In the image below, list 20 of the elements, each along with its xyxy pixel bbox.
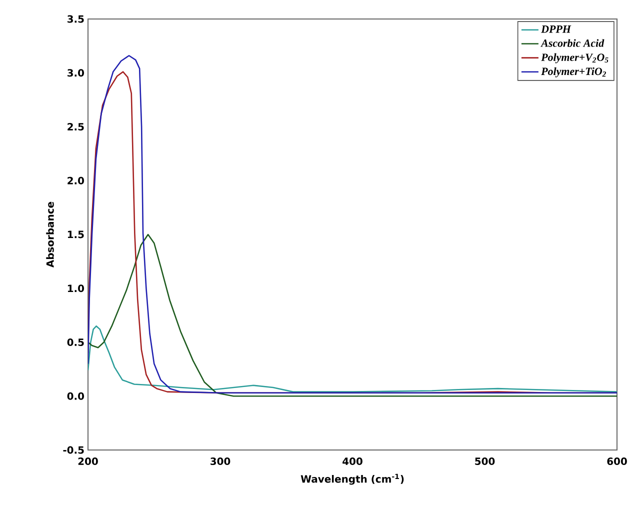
y-tick-label: 2.0	[68, 176, 84, 184]
y-tick-label: 1.5	[68, 230, 84, 238]
x-axis-title: Wavelength (cm$^{-1}$)	[300, 474, 404, 485]
legend-label: Polymer+TiO$_{2}$	[541, 67, 606, 78]
y-tick-label: 1.0	[68, 284, 84, 292]
y-tick-label: 3.5	[68, 15, 84, 23]
y-tick-label: 0.0	[67, 392, 84, 400]
y-tick-label: 2.5	[68, 122, 84, 131]
y-tick-label: 0.5	[67, 338, 84, 346]
legend-label: Polymer+V$_{2}$O$_{5}$	[541, 53, 608, 64]
legend-label: DPPH	[541, 26, 572, 33]
y-tick-label: 3.0	[68, 69, 84, 77]
x-tick-label: 200	[78, 457, 98, 466]
legend-label: Ascorbic Acid	[540, 39, 604, 47]
y-axis-title: Absorbance	[46, 202, 54, 268]
x-tick-label: 600	[607, 457, 627, 466]
x-tick-label: 500	[475, 457, 495, 466]
y-tick-label: -0.5	[63, 446, 84, 454]
x-tick-label: 400	[342, 457, 362, 466]
x-tick-label: 300	[210, 457, 230, 466]
